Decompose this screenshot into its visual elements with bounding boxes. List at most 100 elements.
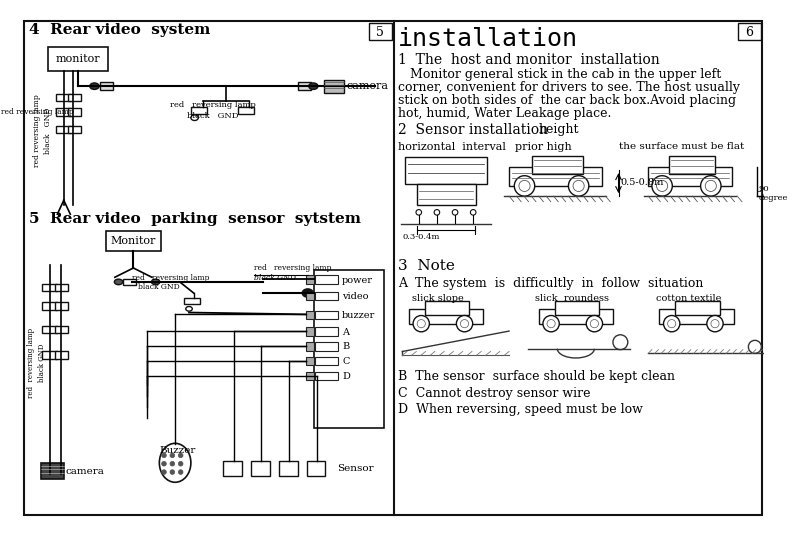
Text: 2  Sensor installation: 2 Sensor installation [398, 123, 548, 137]
Bar [54, 352, 67, 359]
Text: B: B [342, 343, 350, 351]
Text: stick on both sides of  the car back box.Avoid placing: stick on both sides of the car back box.… [398, 94, 736, 107]
Circle shape [569, 176, 589, 196]
Bar [191, 107, 206, 114]
Bar [314, 270, 384, 428]
Circle shape [434, 210, 440, 215]
Bar [279, 461, 298, 476]
Text: degree: degree [758, 194, 788, 202]
Circle shape [461, 319, 469, 327]
Bar [238, 107, 254, 114]
Circle shape [519, 180, 530, 191]
Bar [315, 292, 338, 301]
Bar [323, 80, 344, 93]
Text: installation: installation [398, 27, 578, 51]
Text: camera: camera [66, 467, 105, 475]
Text: black GND: black GND [254, 274, 296, 282]
Bar [69, 94, 82, 101]
Circle shape [663, 316, 680, 332]
Text: 1  The  host and monitor  installation: 1 The host and monitor installation [398, 53, 659, 67]
Text: 90: 90 [758, 185, 770, 193]
Circle shape [170, 453, 174, 458]
Bar [56, 108, 71, 116]
Text: black   GND: black GND [44, 107, 52, 154]
Bar [675, 301, 720, 316]
Ellipse shape [159, 443, 191, 482]
Bar [56, 126, 71, 133]
Text: Buzzer: Buzzer [159, 446, 196, 455]
Bar [315, 372, 338, 380]
Bar [106, 231, 161, 251]
Circle shape [416, 210, 422, 215]
Bar [369, 23, 392, 40]
Bar [315, 311, 338, 319]
Circle shape [668, 319, 676, 327]
Bar [738, 23, 762, 40]
Circle shape [707, 316, 723, 332]
Text: B  The sensor  surface should be kept clean: B The sensor surface should be kept clea… [398, 370, 674, 383]
Ellipse shape [302, 289, 314, 297]
Circle shape [590, 319, 598, 327]
Bar [554, 301, 599, 316]
Ellipse shape [309, 83, 318, 90]
Text: monitor: monitor [55, 54, 100, 64]
Circle shape [178, 461, 183, 466]
Bar [42, 352, 58, 359]
Bar [417, 184, 475, 205]
Text: red   reversing lamp: red reversing lamp [254, 264, 331, 272]
Bar [306, 342, 314, 351]
Circle shape [657, 180, 668, 191]
Bar [307, 461, 326, 476]
Text: 3  Note: 3 Note [398, 259, 454, 273]
Circle shape [586, 316, 602, 332]
Circle shape [573, 180, 584, 191]
Circle shape [748, 340, 762, 353]
Bar [306, 357, 314, 366]
Bar [69, 126, 82, 133]
Text: red  reversing lamp: red reversing lamp [27, 327, 35, 398]
Text: Monitor: Monitor [110, 236, 156, 246]
Text: C  Cannot destroy sensor wire: C Cannot destroy sensor wire [398, 387, 590, 400]
Bar [54, 302, 67, 310]
Bar [306, 327, 314, 336]
Ellipse shape [90, 83, 99, 90]
Circle shape [178, 470, 183, 474]
Bar [56, 94, 71, 101]
Text: buzzer: buzzer [342, 311, 375, 320]
Circle shape [162, 461, 166, 466]
Bar [306, 372, 314, 380]
Circle shape [711, 319, 719, 327]
Bar [184, 297, 200, 304]
Circle shape [543, 316, 559, 332]
Bar [532, 156, 583, 174]
Circle shape [701, 176, 721, 196]
Text: 5  Rear video  parking  sensor  sytstem: 5 Rear video parking sensor sytstem [30, 212, 362, 226]
Bar [405, 157, 486, 184]
Circle shape [178, 453, 183, 458]
Text: 6: 6 [746, 26, 754, 39]
Text: horizontal  interval: horizontal interval [398, 142, 506, 152]
Text: slick slope: slick slope [412, 294, 463, 303]
Text: 0.5-0.8m: 0.5-0.8m [620, 177, 664, 187]
Circle shape [613, 335, 628, 349]
Text: 4  Rear video  system: 4 Rear video system [30, 23, 211, 37]
Text: Monitor general stick in the cab in the upper left: Monitor general stick in the cab in the … [398, 68, 721, 80]
Circle shape [162, 470, 166, 474]
Circle shape [170, 461, 174, 466]
Bar [123, 279, 136, 285]
Bar [41, 463, 64, 480]
Bar [306, 292, 314, 301]
Bar [509, 167, 602, 186]
Text: red   reversing lamp: red reversing lamp [131, 273, 209, 281]
Circle shape [547, 319, 555, 327]
Bar [54, 325, 67, 333]
Text: power: power [342, 276, 373, 285]
Text: height: height [538, 123, 579, 136]
Text: cotton textile: cotton textile [656, 294, 721, 303]
Circle shape [514, 176, 534, 196]
Text: A  The system  is  difficultly  in  follow  situation: A The system is difficultly in follow si… [398, 277, 703, 291]
Ellipse shape [191, 115, 198, 121]
Text: Sensor: Sensor [338, 464, 374, 473]
Ellipse shape [151, 279, 160, 285]
Text: black GND: black GND [138, 283, 180, 291]
